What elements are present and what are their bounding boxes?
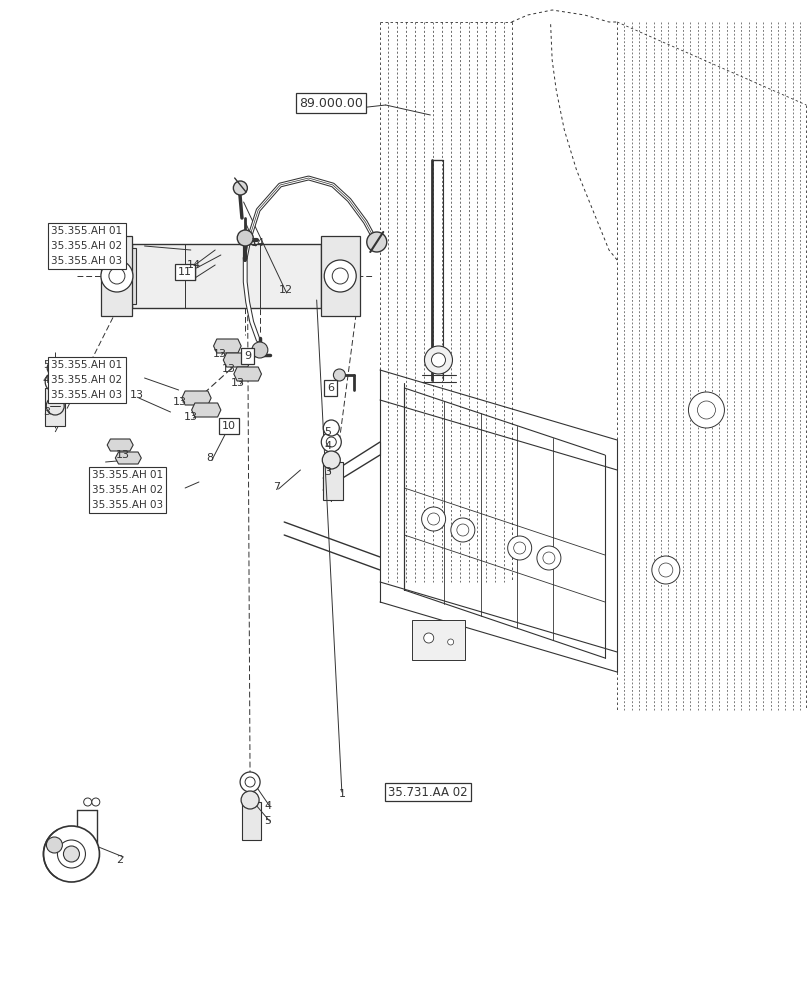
Text: 1: 1: [338, 789, 345, 799]
Text: 35.355.AH 01
35.355.AH 02
35.355.AH 03: 35.355.AH 01 35.355.AH 02 35.355.AH 03: [51, 226, 122, 266]
Text: 12: 12: [278, 285, 293, 295]
Polygon shape: [234, 367, 261, 381]
Circle shape: [58, 840, 85, 868]
Circle shape: [658, 563, 672, 577]
Circle shape: [423, 633, 433, 643]
Text: 4: 4: [324, 441, 331, 451]
Text: 35.355.AH 01
35.355.AH 02
35.355.AH 03: 35.355.AH 01 35.355.AH 02 35.355.AH 03: [92, 470, 163, 510]
Circle shape: [46, 837, 62, 853]
Polygon shape: [223, 353, 251, 367]
Circle shape: [424, 346, 452, 374]
Circle shape: [44, 826, 99, 882]
Polygon shape: [191, 403, 221, 417]
Circle shape: [324, 260, 356, 292]
Text: 5: 5: [264, 816, 271, 826]
Circle shape: [109, 268, 125, 284]
Circle shape: [447, 639, 453, 645]
Text: 8: 8: [207, 453, 213, 463]
Circle shape: [367, 232, 386, 252]
Text: 13: 13: [115, 450, 130, 460]
Text: 5: 5: [43, 360, 49, 370]
Polygon shape: [320, 236, 359, 316]
Text: 6: 6: [327, 383, 333, 393]
Circle shape: [507, 536, 531, 560]
Polygon shape: [242, 802, 261, 840]
Text: 10: 10: [145, 489, 160, 499]
Circle shape: [46, 397, 64, 415]
Circle shape: [326, 437, 336, 447]
Circle shape: [450, 518, 474, 542]
Polygon shape: [131, 244, 320, 308]
Circle shape: [101, 260, 133, 292]
Text: 4: 4: [43, 375, 49, 385]
Text: 13: 13: [173, 397, 187, 407]
Circle shape: [92, 798, 100, 806]
Polygon shape: [323, 462, 342, 500]
Circle shape: [421, 507, 445, 531]
Text: 9: 9: [244, 351, 251, 361]
Text: 3: 3: [324, 467, 331, 477]
Text: 13: 13: [105, 467, 120, 477]
Text: 11: 11: [178, 267, 192, 277]
Circle shape: [84, 798, 92, 806]
Text: 14: 14: [187, 260, 201, 270]
Text: 13: 13: [129, 390, 144, 400]
Text: 7: 7: [273, 482, 280, 492]
Text: 3: 3: [43, 407, 49, 417]
Circle shape: [688, 392, 723, 428]
Circle shape: [513, 542, 525, 554]
Text: 5: 5: [324, 427, 331, 437]
Text: 89.000.00: 89.000.00: [299, 97, 363, 110]
Circle shape: [63, 846, 79, 862]
Text: 13: 13: [183, 412, 198, 422]
Circle shape: [536, 546, 560, 570]
Circle shape: [50, 377, 60, 387]
Circle shape: [431, 353, 445, 367]
Text: 35.731.AA 02: 35.731.AA 02: [388, 786, 467, 798]
Circle shape: [332, 268, 348, 284]
Text: 10: 10: [221, 421, 236, 431]
Text: 13: 13: [212, 349, 227, 359]
Text: 14: 14: [251, 238, 265, 248]
Circle shape: [457, 524, 468, 536]
Circle shape: [427, 513, 439, 525]
Circle shape: [333, 369, 345, 381]
Polygon shape: [125, 248, 135, 304]
Polygon shape: [115, 452, 141, 464]
Circle shape: [245, 777, 255, 787]
Circle shape: [651, 556, 679, 584]
Circle shape: [240, 772, 260, 792]
Circle shape: [47, 360, 63, 376]
Circle shape: [543, 552, 554, 564]
Text: 13: 13: [221, 364, 236, 374]
Polygon shape: [412, 620, 465, 660]
Circle shape: [237, 230, 253, 246]
Circle shape: [323, 420, 339, 436]
Polygon shape: [107, 439, 133, 451]
Text: 35.355.AH 01
35.355.AH 02
35.355.AH 03: 35.355.AH 01 35.355.AH 02 35.355.AH 03: [51, 360, 122, 400]
Text: 2: 2: [116, 855, 122, 865]
Polygon shape: [213, 339, 241, 353]
Circle shape: [322, 451, 340, 469]
Text: 4: 4: [264, 801, 271, 811]
Circle shape: [251, 342, 268, 358]
Circle shape: [233, 181, 247, 195]
Polygon shape: [182, 391, 211, 405]
Polygon shape: [101, 236, 131, 316]
Circle shape: [45, 372, 65, 392]
Text: 13: 13: [230, 378, 245, 388]
Circle shape: [321, 432, 341, 452]
Polygon shape: [45, 388, 65, 426]
Circle shape: [697, 401, 714, 419]
Circle shape: [241, 791, 259, 809]
